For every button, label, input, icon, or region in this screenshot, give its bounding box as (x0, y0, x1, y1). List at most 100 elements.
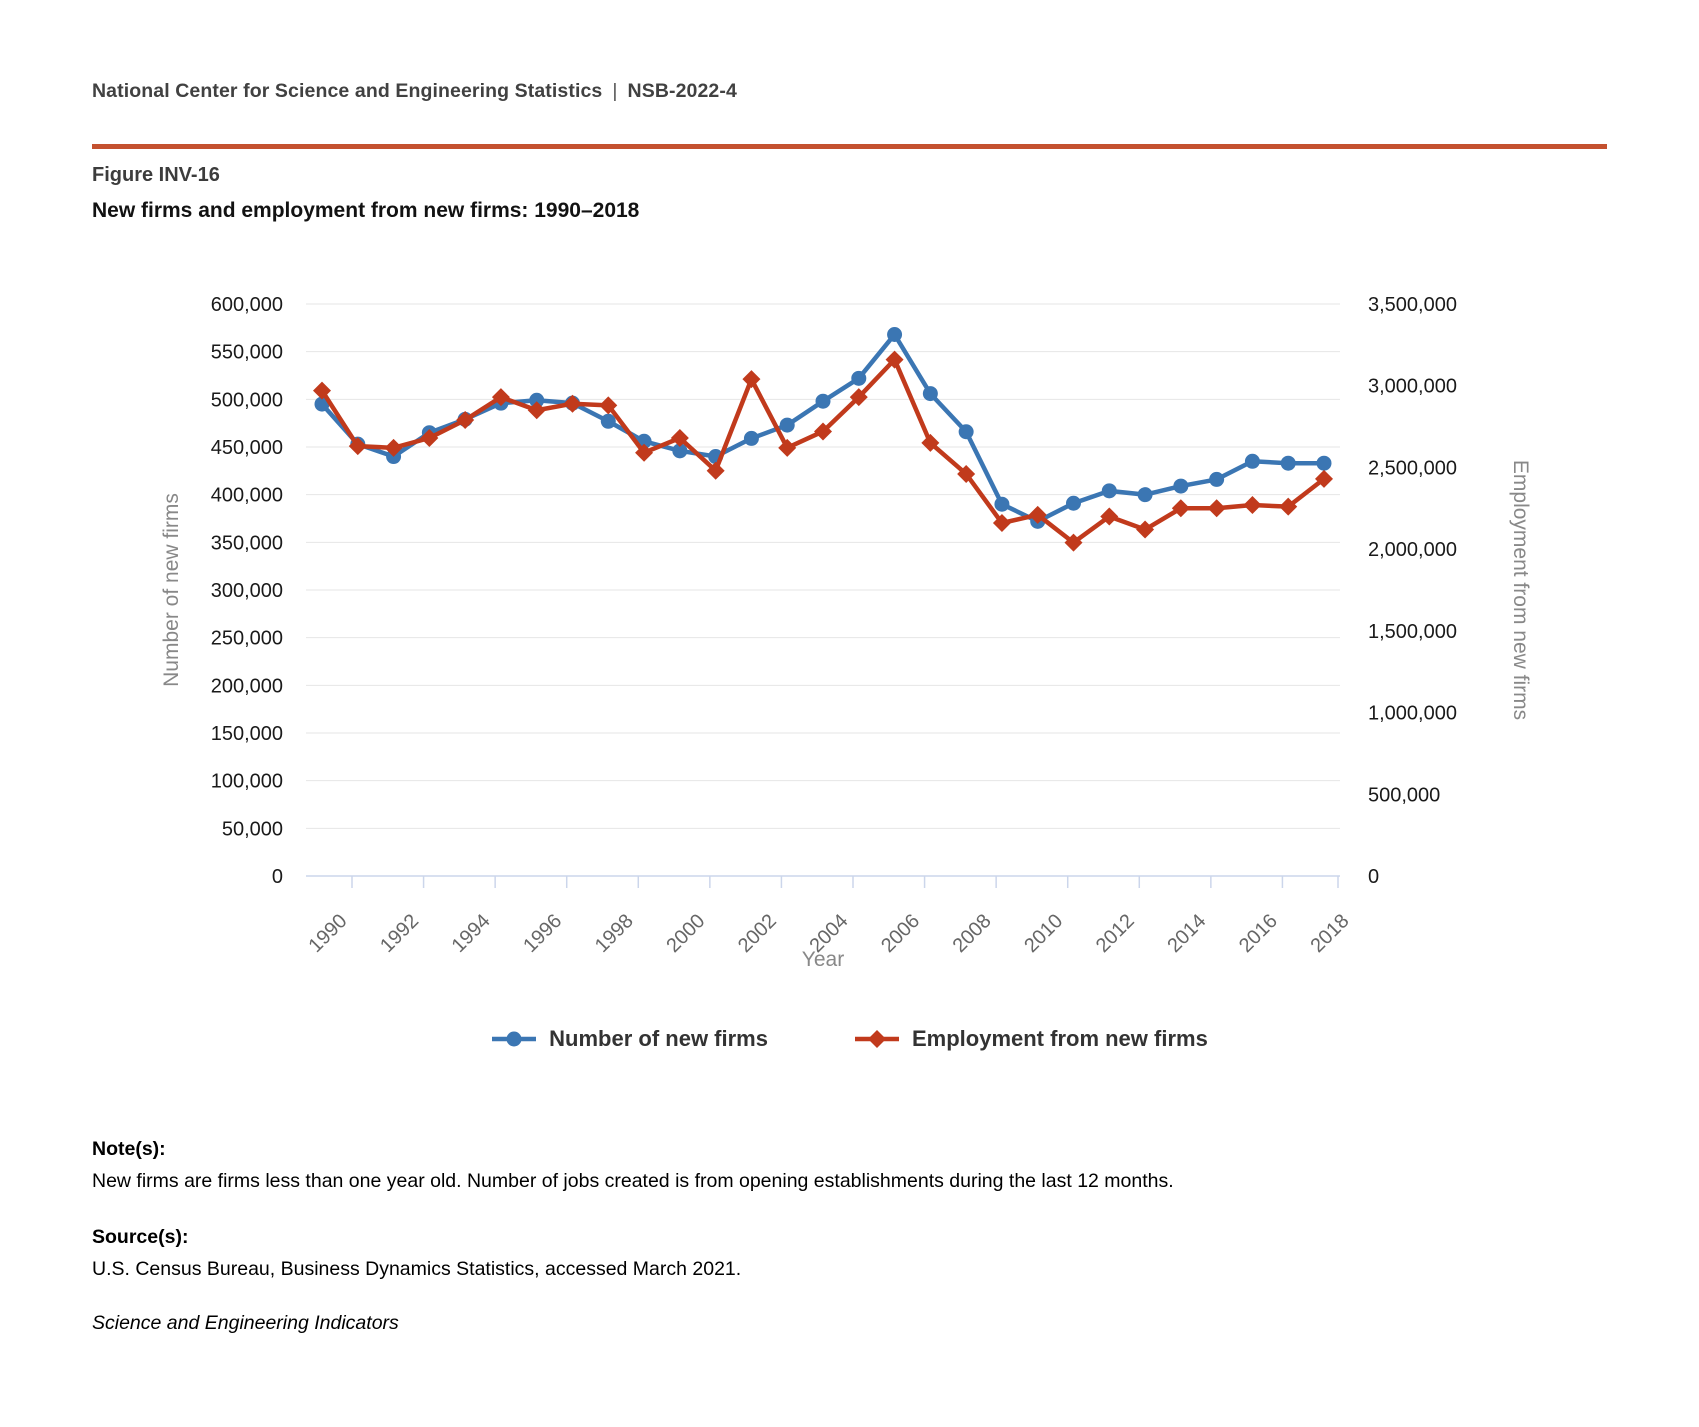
svg-text:1996: 1996 (519, 910, 566, 957)
line-chart: 0 50,000 100,000 150,000 200,000 250,000 300,0… (0, 250, 1699, 990)
data-point-diamond (706, 461, 725, 480)
legend-item-employment[interactable]: Employment from new firms (854, 1026, 1208, 1052)
y-left-tick-label: 500,000 (211, 389, 283, 411)
data-point-circle (994, 496, 1010, 512)
chart-canvas: 0 50,000 100,000 150,000 200,000 250,000 300,0… (160, 294, 1532, 971)
data-point-circle (1244, 453, 1260, 469)
data-point-circle (743, 430, 759, 446)
data-point-circle (922, 386, 938, 402)
data-point-diamond (849, 388, 868, 407)
y-right-axis-title: Employment from new firms (1509, 460, 1532, 720)
y-left-tick-label: 450,000 (211, 437, 283, 459)
y-left-tick-label: 100,000 (211, 771, 283, 793)
data-point-circle (1209, 471, 1225, 487)
data-point-circle (1173, 478, 1189, 494)
data-point-diamond (635, 443, 654, 462)
data-point-diamond (527, 401, 546, 420)
data-point-diamond (921, 433, 940, 452)
data-point-diamond (957, 464, 976, 483)
data-point-diamond (1136, 520, 1155, 539)
series-line-employment (319, 357, 1327, 545)
data-point-diamond (456, 411, 475, 430)
y-right-tick-label: 3,000,000 (1368, 376, 1457, 398)
y-right-tick-label: 3,500,000 (1368, 294, 1457, 316)
data-point-diamond (420, 429, 439, 448)
figure-title: New firms and employment from new firms:… (92, 199, 640, 222)
svg-text:2012: 2012 (1092, 910, 1139, 957)
notes-heading: Note(s): (92, 1138, 166, 1160)
y-left-tick-label: 250,000 (211, 628, 283, 650)
x-tick-label: 2012 (1092, 910, 1139, 957)
data-point-circle (1101, 483, 1117, 499)
data-point-circle (851, 370, 867, 386)
y-left-tick-label: 400,000 (211, 485, 283, 507)
svg-text:2014: 2014 (1163, 910, 1210, 957)
y-right-tick-label: 1,500,000 (1368, 621, 1457, 643)
svg-text:2018: 2018 (1307, 910, 1354, 957)
svg-text:2010: 2010 (1020, 910, 1067, 957)
accent-rule (92, 144, 1607, 149)
x-tick-label: 2014 (1163, 910, 1210, 957)
report-code: NSB-2022-4 (627, 80, 737, 102)
data-point-diamond (778, 438, 797, 457)
y-left-tick-label: 150,000 (211, 723, 283, 745)
svg-text:1990: 1990 (305, 910, 352, 957)
data-point-diamond (563, 394, 582, 413)
data-point-diamond (1207, 499, 1226, 518)
data-point-circle (600, 413, 616, 429)
data-point-diamond (1171, 499, 1190, 518)
sources-text: U.S. Census Bureau, Business Dynamics St… (92, 1258, 742, 1280)
data-point-circle (1137, 487, 1153, 503)
sources-heading: Source(s): (92, 1226, 189, 1248)
svg-text:2002: 2002 (734, 910, 781, 957)
x-tick-label: 2002 (734, 910, 781, 957)
data-point-diamond (599, 396, 618, 415)
data-point-diamond (1243, 496, 1262, 515)
x-tick-label: 2010 (1020, 910, 1067, 957)
data-point-diamond (1028, 505, 1047, 524)
svg-text:1992: 1992 (376, 910, 423, 957)
data-point-diamond (992, 513, 1011, 532)
chart-legend: Number of new firms Employment from new … (0, 1026, 1699, 1052)
data-point-diamond (1315, 469, 1333, 488)
y-right-tick-label: 0 (1368, 866, 1379, 888)
svg-text:2000: 2000 (662, 910, 709, 957)
data-point-circle (1066, 495, 1081, 511)
svg-text:1994: 1994 (448, 910, 495, 957)
data-point-diamond (814, 422, 832, 441)
legend-label: Number of new firms (549, 1026, 768, 1051)
data-point-circle (1316, 455, 1332, 471)
x-tick-label: 1990 (305, 910, 352, 957)
x-tick-label: 1994 (448, 910, 495, 957)
x-tick-label: 2006 (877, 910, 924, 957)
y-right-tick-label: 2,000,000 (1368, 539, 1457, 561)
x-tick-label: 2018 (1307, 910, 1354, 957)
data-point-diamond (491, 388, 510, 407)
y-left-tick-label: 550,000 (211, 342, 283, 364)
report-header: National Center for Science and Engineer… (92, 80, 737, 103)
svg-text:2008: 2008 (949, 910, 996, 957)
x-tick-label: 1998 (591, 910, 638, 957)
svg-text:2016: 2016 (1235, 910, 1282, 957)
y-left-tick-label: 0 (272, 866, 283, 888)
x-tick-label: 1992 (376, 910, 423, 957)
data-point-circle (958, 424, 974, 440)
legend-item-new-firms[interactable]: Number of new firms (491, 1026, 768, 1052)
data-point-diamond (313, 381, 331, 400)
y-left-tick-label: 300,000 (211, 580, 283, 602)
x-tick-label: 2008 (949, 910, 996, 957)
x-tick-label: 1996 (519, 910, 566, 957)
data-point-diamond (1279, 497, 1298, 516)
data-point-diamond (1064, 533, 1083, 552)
line-diamond-marker-icon (854, 1030, 899, 1048)
y-left-tick-label: 200,000 (211, 675, 283, 697)
y-left-axis-title: Number of new firms (160, 493, 183, 687)
line-circle-marker-icon (492, 1031, 537, 1047)
data-point-circle (1280, 455, 1296, 471)
svg-text:2006: 2006 (877, 910, 924, 957)
data-point-diamond (742, 370, 761, 389)
svg-text:1998: 1998 (591, 910, 638, 957)
data-point-circle (779, 417, 795, 433)
y-right-tick-label: 1,000,000 (1368, 703, 1457, 725)
